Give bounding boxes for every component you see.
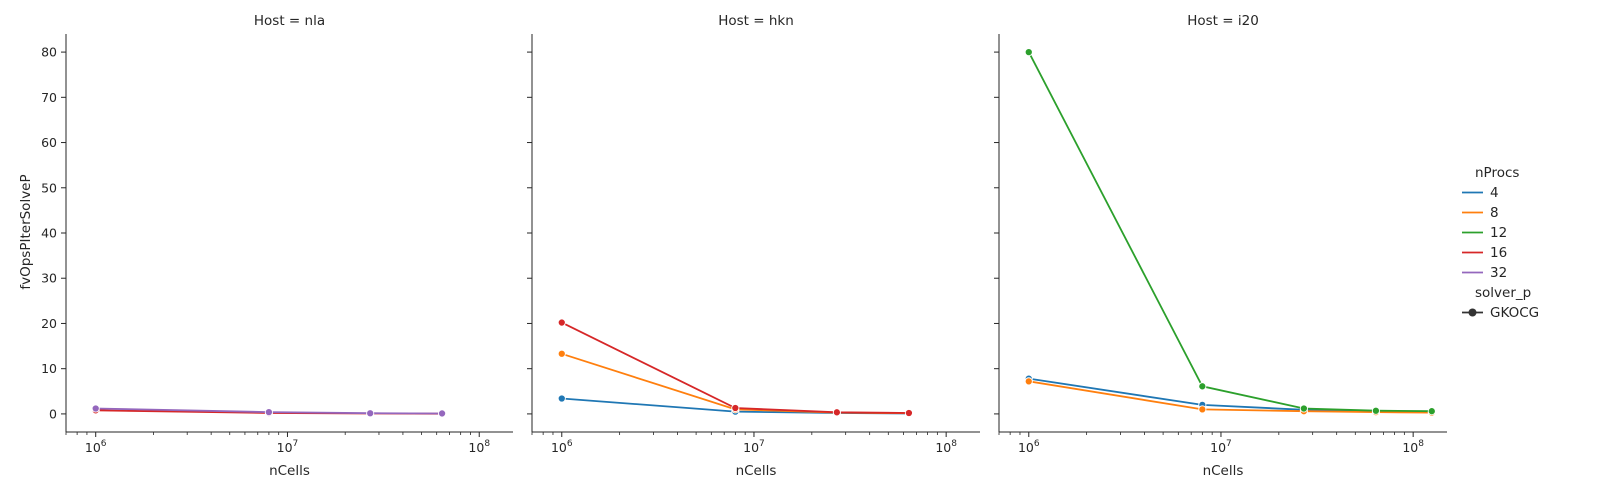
y-tick-label: 10 bbox=[41, 361, 57, 376]
x-tick-label: 107 bbox=[277, 439, 299, 455]
data-point bbox=[1371, 406, 1380, 415]
facet-panel: Host = hkn 106 107 108 nCells bbox=[527, 13, 980, 479]
x-tick-label: 106 bbox=[85, 439, 107, 455]
facet-panels: Host = nla 0 10 20 30 40 50 60 70 80 106 107 108 nCel… bbox=[41, 13, 1447, 479]
y-axis-label: fvOpsPIterSolveP bbox=[18, 174, 34, 289]
data-point bbox=[91, 404, 100, 413]
x-tick-label: 107 bbox=[743, 439, 765, 455]
data-point bbox=[832, 408, 841, 417]
facet-panel: Host = nla 0 10 20 30 40 50 60 70 80 106 107 108 nCel… bbox=[41, 13, 513, 479]
x-tick-label: 108 bbox=[935, 439, 957, 455]
legend-title-nprocs: nProcs bbox=[1475, 165, 1519, 181]
series-line bbox=[561, 321, 909, 414]
series-12 bbox=[1024, 48, 1436, 416]
data-point bbox=[1198, 382, 1207, 391]
facet-title: Host = hkn bbox=[718, 13, 794, 29]
y-tick-label: 20 bbox=[41, 316, 57, 331]
legend-label: 32 bbox=[1490, 265, 1507, 281]
facet-title: Host = nla bbox=[254, 13, 325, 29]
data-point bbox=[1427, 407, 1436, 416]
series-line bbox=[95, 407, 443, 415]
series-16 bbox=[557, 318, 913, 418]
x-tick-label: 107 bbox=[1210, 439, 1232, 455]
data-point bbox=[557, 318, 566, 327]
y-tick-label: 50 bbox=[41, 180, 57, 195]
legend-title-solver: solver_p bbox=[1475, 285, 1531, 301]
x-tick-label: 106 bbox=[1018, 439, 1040, 455]
data-point bbox=[1024, 48, 1033, 57]
y-tick-label: 60 bbox=[41, 135, 57, 150]
data-point bbox=[904, 408, 913, 418]
data-point bbox=[366, 409, 375, 418]
x-tick-label: 108 bbox=[468, 439, 490, 455]
data-point bbox=[264, 408, 273, 417]
series-line bbox=[1028, 51, 1432, 413]
y-tick-label: 80 bbox=[41, 45, 57, 60]
data-point bbox=[731, 403, 740, 413]
legend: nProcs 4 8 12 16 32 solver_p GKOCG bbox=[1462, 165, 1539, 321]
y-tick-label: 70 bbox=[41, 90, 57, 105]
data-point bbox=[1198, 405, 1207, 414]
series-line bbox=[1028, 380, 1432, 414]
x-tick-label: 108 bbox=[1402, 439, 1424, 455]
legend-label: GKOCG bbox=[1490, 305, 1539, 321]
data-point bbox=[438, 409, 447, 418]
legend-marker bbox=[1468, 308, 1477, 317]
x-axis-label: nCells bbox=[736, 463, 777, 479]
y-tick-label: 30 bbox=[41, 271, 57, 286]
facet-title: Host = i20 bbox=[1187, 13, 1259, 29]
legend-label: 4 bbox=[1490, 185, 1499, 201]
x-tick-label: 106 bbox=[551, 439, 573, 455]
data-point bbox=[1024, 377, 1033, 386]
legend-label: 16 bbox=[1490, 245, 1507, 261]
legend-label: 12 bbox=[1490, 225, 1507, 241]
series-32 bbox=[91, 404, 447, 418]
facet-panel: Host = i20 106 107 108 nCells bbox=[994, 13, 1447, 479]
x-axis-label: nCells bbox=[269, 463, 310, 479]
series-line bbox=[1028, 377, 1432, 413]
y-tick-label: 40 bbox=[41, 226, 57, 241]
x-axis-label: nCells bbox=[1203, 463, 1244, 479]
data-point bbox=[557, 394, 566, 403]
legend-label: 8 bbox=[1490, 205, 1499, 221]
data-point bbox=[1299, 404, 1308, 413]
y-tick-label: 0 bbox=[49, 406, 57, 421]
data-point bbox=[557, 349, 566, 358]
